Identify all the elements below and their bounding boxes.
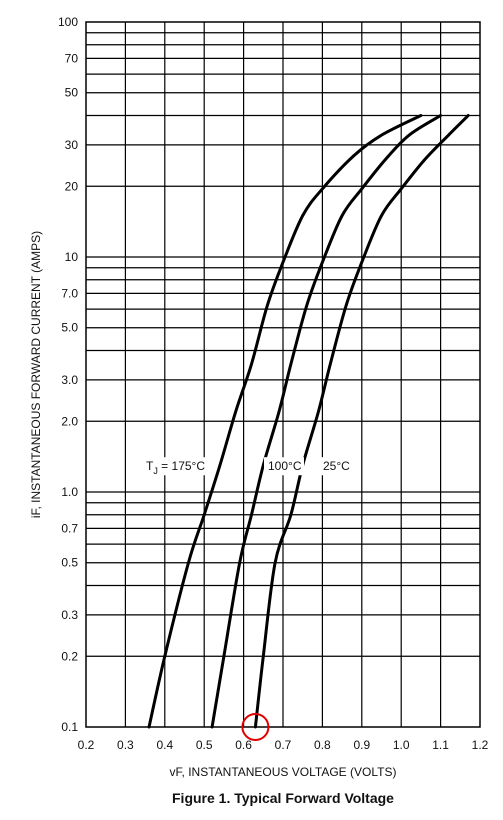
x-tick-label: 0.4 — [156, 738, 173, 752]
series-label-175c: TJ = 175°C — [146, 459, 205, 476]
y-tick-label: 100 — [58, 15, 78, 29]
y-tick-label: 5.0 — [61, 321, 78, 335]
y-tick-labels: 0.1 0.2 0.3 0.5 0.7 1.0 2.0 3.0 5.0 7.0 10 20 30 50 70… — [58, 15, 78, 734]
y-tick-label: 0.1 — [61, 720, 78, 734]
y-tick-label: 0.5 — [61, 556, 78, 570]
x-tick-label: 0.3 — [117, 738, 134, 752]
x-tick-label: 0.2 — [78, 738, 95, 752]
x-tick-label: 0.9 — [353, 738, 370, 752]
y-tick-label: 1.0 — [61, 485, 78, 499]
series-line-100c — [210, 114, 443, 729]
y-tick-label: 50 — [65, 86, 79, 100]
y-tick-label: 0.2 — [61, 649, 78, 663]
x-tick-label: 1.0 — [393, 738, 410, 752]
series-label-25c: 25°C — [323, 459, 350, 473]
series-label-background — [264, 457, 304, 476]
series-line-25c — [253, 114, 470, 729]
x-tick-label: 0.5 — [196, 738, 213, 752]
y-tick-label: 3.0 — [61, 373, 78, 387]
y-tick-label: 2.0 — [61, 414, 78, 428]
series-label-background — [319, 457, 353, 476]
x-tick-label: 0.7 — [275, 738, 292, 752]
series-curves — [147, 114, 470, 729]
y-tick-label: 20 — [65, 179, 79, 193]
x-tick-labels: 0.2 0.3 0.4 0.5 0.6 0.7 0.8 0.9 1.0 1.1 1.2 — [78, 738, 489, 752]
x-tick-label: 0.8 — [314, 738, 331, 752]
y-tick-label: 7.0 — [61, 286, 78, 300]
y-tick-label: 0.7 — [61, 521, 78, 535]
plot-frame — [85, 21, 481, 728]
y-tick-label: 0.3 — [61, 608, 78, 622]
x-tick-label: 1.1 — [432, 738, 449, 752]
series-label-background — [142, 457, 208, 476]
y-tick-label: 70 — [65, 51, 79, 65]
x-axis-label: vF, INSTANTANEOUS VOLTAGE (VOLTS) — [170, 765, 397, 779]
highlight-circle-annotation — [241, 713, 270, 741]
x-tick-label: 0.6 — [235, 738, 252, 752]
y-axis-label: iF, INSTANTANEOUS FORWARD CURRENT (AMPS) — [29, 231, 43, 518]
series-line-175c — [147, 114, 423, 729]
horizontal-gridlines — [86, 32, 480, 657]
y-tick-label: 30 — [65, 138, 79, 152]
series-label-100c: 100°C — [268, 459, 302, 473]
figure-caption: Figure 1. Typical Forward Voltage — [172, 790, 394, 806]
y-tick-label: 10 — [65, 250, 79, 264]
x-tick-label: 1.2 — [472, 738, 489, 752]
vertical-gridlines — [124, 22, 442, 727]
